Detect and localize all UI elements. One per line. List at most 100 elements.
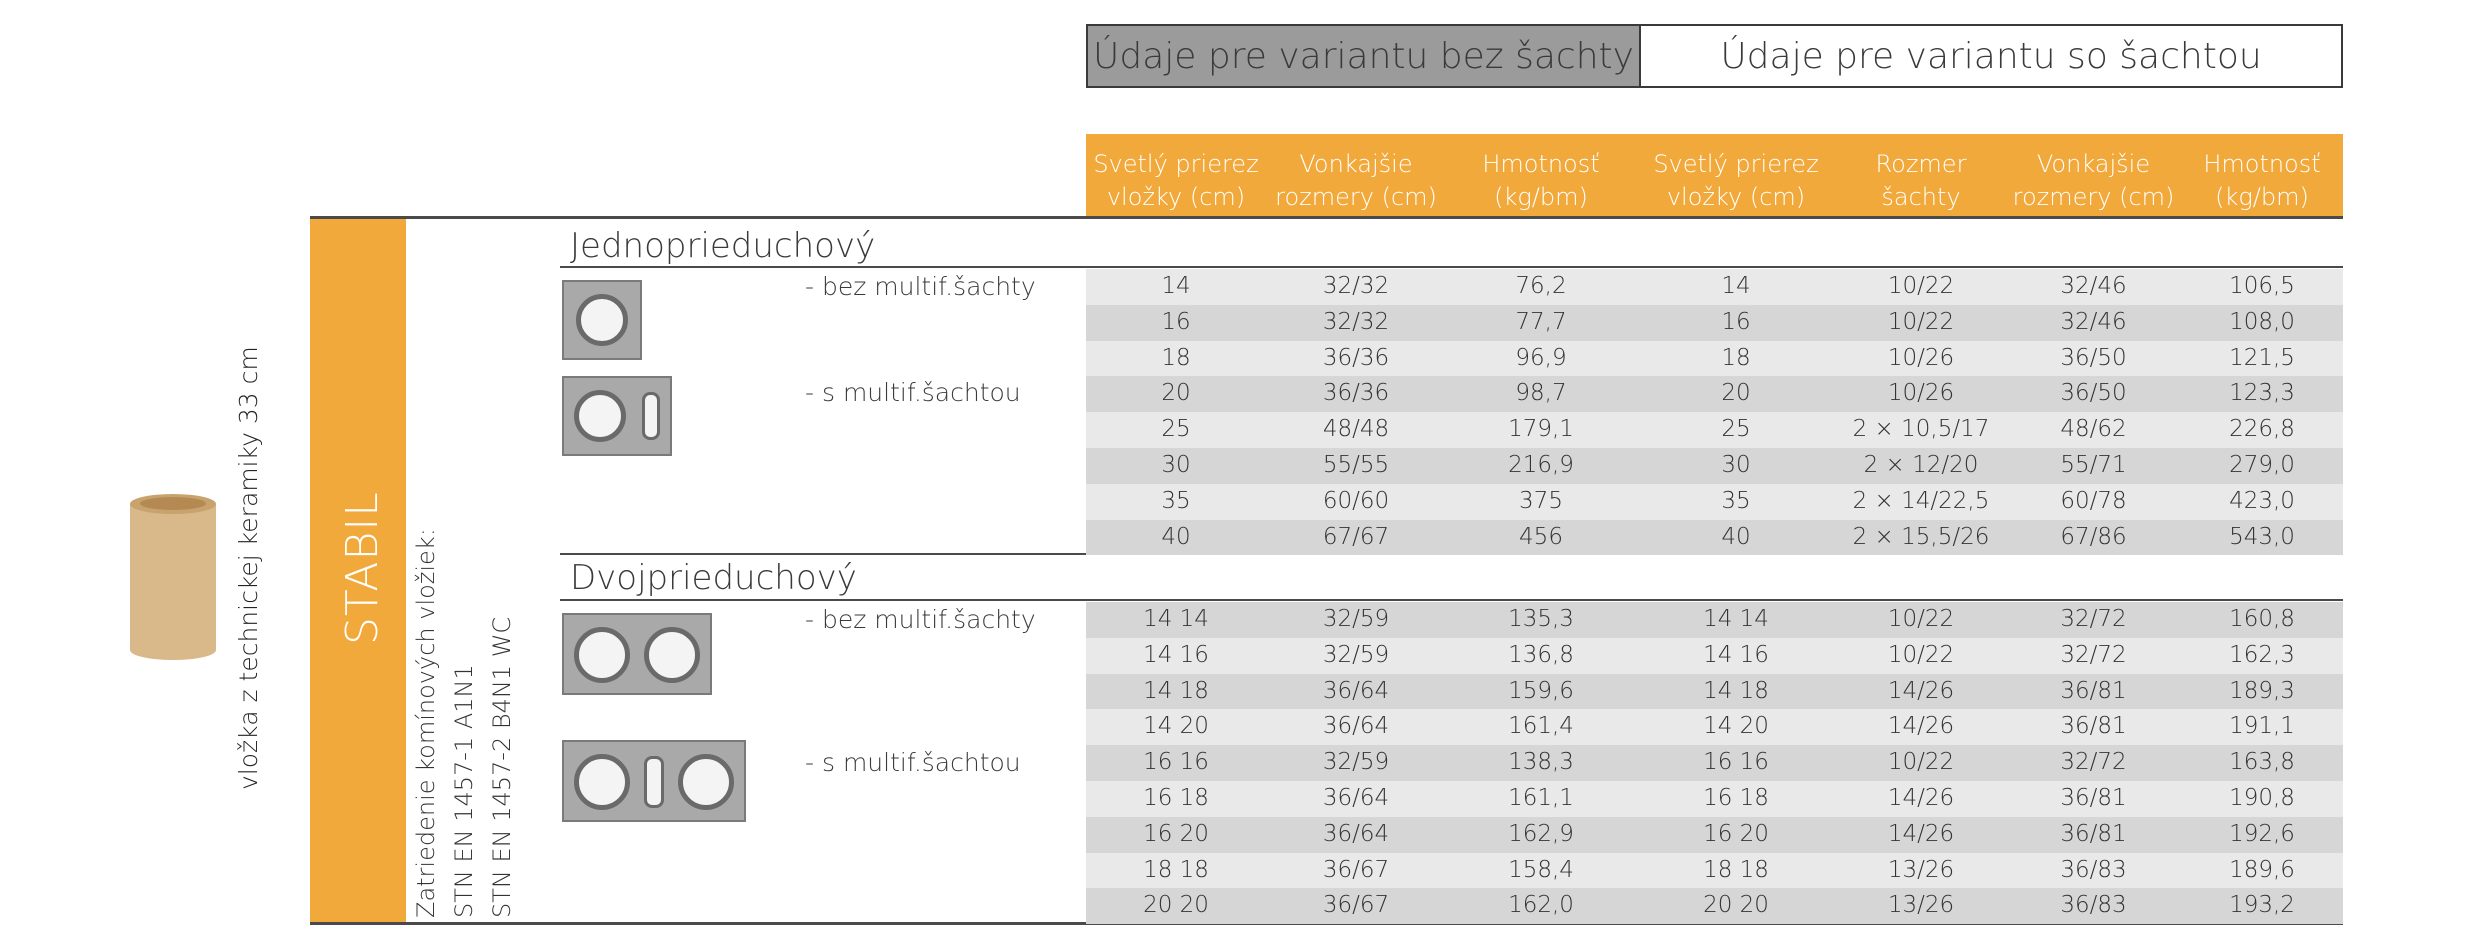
table-row: 16 32/32 77,7 16 10/22 32/46 108,0 [1086, 304, 2343, 341]
brand-bar [310, 218, 406, 924]
table-cell: 18 [1721, 344, 1751, 371]
table-cell: 10/22 [1887, 641, 1955, 668]
brand-label: STABIL [337, 491, 388, 645]
table-cell: 98,7 [1515, 380, 1567, 407]
section-title-single-flue: Jednoprieduchový [570, 226, 876, 266]
table-cell: 193,2 [2229, 892, 2295, 919]
table-cell: 36/83 [2060, 892, 2127, 919]
table-cell: 32/72 [2060, 606, 2127, 632]
column-header: Vonkajšie rozmery (cm) [2012, 150, 2175, 211]
column-header: Hmotnosť (kg/bm) [2203, 150, 2321, 211]
column-header: Svetlý prierez vložky (cm) [1653, 150, 1819, 211]
table-cell: 456 [1519, 523, 1563, 550]
table-cell: 30 [1721, 452, 1751, 478]
table-cell: 36/64 [1322, 677, 1390, 704]
table-cell: 67/86 [2060, 523, 2127, 550]
table-cell: 10/22 [1887, 606, 1955, 632]
table-cell: 36/64 [1322, 785, 1390, 811]
table-cell: 20 20 [1703, 892, 1769, 919]
table-cell: 16 20 [1703, 820, 1769, 847]
table-cell: 189,3 [2229, 677, 2295, 704]
table-cell: 76,2 [1515, 273, 1567, 299]
table-cell: 20 20 [1143, 892, 1209, 919]
table-cell: 179,1 [1508, 416, 1574, 443]
table-cell: 189,6 [2229, 856, 2295, 883]
table-cell: 163,8 [2229, 749, 2295, 776]
row-label-without-shaft: - bez multif.šachty [805, 605, 1036, 634]
table-cell: 18 18 [1703, 856, 1769, 883]
table-cell: 25 [1161, 416, 1191, 443]
table-cell: 190,8 [2229, 785, 2295, 811]
table-row: 20 36/36 98,7 20 10/26 36/50 123,3 [1086, 376, 2343, 413]
table-cell: 40 [1161, 523, 1191, 550]
table-cell: 14 20 [1703, 713, 1769, 740]
table-cell: 32/59 [1322, 641, 1390, 668]
row-label-with-shaft: - s multif.šachtou [805, 378, 1021, 407]
table-cell: 14 14 [1143, 606, 1209, 632]
table-row: 14 32/32 76,2 14 10/22 32/46 106,5 [1086, 269, 2343, 305]
table-cell: 123,3 [2229, 380, 2295, 407]
table-cell: 162,0 [1508, 892, 1574, 919]
table-cell: 36/67 [1322, 892, 1390, 919]
table-row: 14 16 32/59 136,8 14 16 10/22 32/72 162,3 [1086, 637, 2343, 674]
table-top-rule [310, 216, 2343, 219]
double-flue-with-shaft-image [562, 740, 746, 822]
table-cell: 36/81 [2060, 820, 2127, 847]
table-cell: 16 18 [1703, 785, 1769, 811]
table-cell: 2 × 10,5/17 [1852, 416, 1990, 443]
table-cell: 16 [1161, 308, 1191, 335]
table-cell: 30 [1161, 452, 1191, 478]
table-cell: 13/26 [1887, 892, 1955, 919]
table-cell: 14 14 [1703, 606, 1769, 632]
table-cell: 138,3 [1508, 749, 1574, 776]
table-cell: 32/32 [1322, 308, 1390, 335]
column-header-bar: Svetlý prierez vložky (cm) Vonkajšie roz… [1086, 134, 2343, 216]
table-cell: 32/59 [1322, 606, 1390, 632]
table-cell: 20 [1161, 380, 1191, 407]
table-cell: 2 × 14/22,5 [1852, 487, 1990, 514]
table-cell: 162,9 [1508, 820, 1574, 847]
table-cell: 14/26 [1887, 820, 1955, 847]
table-row: 14 14 32/59 135,3 14 14 10/22 32/72 160,8 [1086, 602, 2343, 638]
table-cell: 60/78 [2060, 487, 2127, 514]
table-cell: 36/50 [2060, 344, 2127, 371]
column-header: Svetlý prierez vložky (cm) [1093, 150, 1259, 211]
row-label-with-shaft: - s multif.šachtou [805, 748, 1021, 777]
table-row: 18 18 36/67 158,4 18 18 13/26 36/83 189,6 [1086, 852, 2343, 889]
variant-header-with-shaft: Údaje pre variantu so šachtou [1639, 24, 2343, 88]
column-header: Rozmer šachty [1875, 150, 1967, 211]
table-cell: 36/64 [1322, 820, 1390, 847]
table-cell: 36/83 [2060, 856, 2127, 883]
table-cell: 161,1 [1508, 785, 1574, 811]
table-cell: 20 [1721, 380, 1751, 407]
table-cell: 36/81 [2060, 785, 2127, 811]
variant-header-without-shaft: Údaje pre variantu bez šachty [1086, 24, 1641, 88]
table-row: 16 20 36/64 162,9 16 20 14/26 36/81 192,6 [1086, 816, 2343, 853]
table-cell: 14 18 [1143, 677, 1209, 704]
table-cell: 32/72 [2060, 641, 2127, 668]
table-row: 25 48/48 179,1 25 2 × 10,5/17 48/62 226,8 [1086, 412, 2343, 448]
section-rule [560, 266, 2343, 268]
table-row: 40 67/67 456 40 2 × 15,5/26 67/86 543,0 [1086, 519, 2343, 556]
table-cell: 159,6 [1508, 677, 1574, 704]
table-cell: 121,5 [2229, 344, 2295, 371]
table-cell: 375 [1519, 487, 1563, 514]
table-cell: 13/26 [1887, 856, 1955, 883]
table-cell: 14/26 [1887, 713, 1955, 740]
table-cell: 2 × 12/20 [1863, 452, 1979, 478]
table-cell: 191,1 [2229, 713, 2295, 740]
table-row: 30 55/55 216,9 30 2 × 12/20 55/71 279,0 [1086, 448, 2343, 484]
table-cell: 35 [1161, 487, 1191, 514]
table-cell: 77,7 [1515, 308, 1567, 335]
table-cell: 36/81 [2060, 713, 2127, 740]
table-cell: 14/26 [1887, 785, 1955, 811]
table-cell: 25 [1721, 416, 1751, 443]
table-cell: 32/46 [2060, 273, 2127, 299]
table-cell: 55/55 [1322, 452, 1390, 478]
table-cell: 10/22 [1887, 273, 1955, 299]
table-cell: 543,0 [2229, 523, 2295, 550]
table-row: 16 16 32/59 138,3 16 16 10/22 32/72 163,8 [1086, 745, 2343, 781]
single-flue-with-shaft-image [562, 376, 672, 456]
table-cell: 14/26 [1887, 677, 1955, 704]
table-row: 16 18 36/64 161,1 16 18 14/26 36/81 190,8 [1086, 781, 2343, 817]
